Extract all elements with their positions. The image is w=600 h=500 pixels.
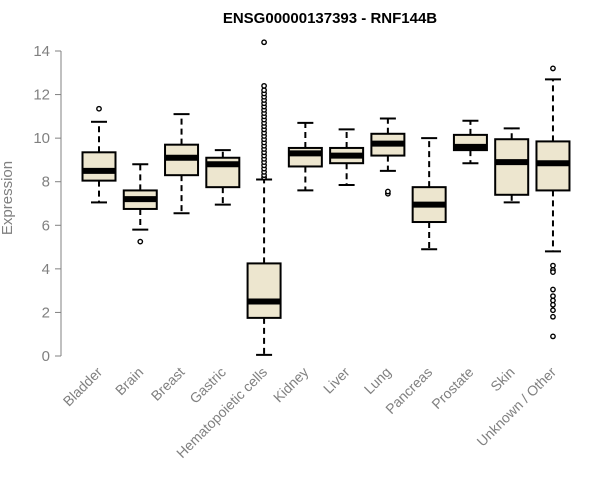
- box-group: [452, 119, 488, 165]
- x-category-label: Brain: [112, 364, 146, 398]
- outlier-point: [550, 269, 556, 276]
- outlier-point: [96, 105, 102, 112]
- box-group: [81, 105, 117, 204]
- outlier-point: [550, 313, 556, 320]
- box-group: [287, 121, 323, 192]
- box-group: [370, 117, 406, 197]
- box-group: [122, 163, 158, 245]
- chart-title: ENSG00000137393 - RNF144B: [223, 10, 437, 27]
- y-axis: 0 2 4 6 8 10 12 14: [33, 43, 62, 365]
- x-category-label: Prostate: [428, 364, 476, 412]
- y-tick-label: 0: [42, 348, 50, 365]
- y-axis-label: Expression: [0, 161, 16, 235]
- outlier-point: [261, 39, 267, 46]
- y-tick-label: 12: [33, 87, 50, 104]
- y-tick-label: 6: [42, 217, 50, 234]
- outlier-point: [550, 286, 556, 293]
- box-group: [494, 127, 530, 204]
- outlier-point: [384, 188, 391, 195]
- y-tick-label: 4: [42, 261, 50, 278]
- outlier-point: [550, 65, 556, 72]
- box-series: [81, 39, 571, 356]
- x-category-label: Skin: [487, 364, 518, 395]
- outlier-point: [550, 307, 556, 314]
- outlier-point: [550, 333, 556, 340]
- box-group: [329, 128, 365, 186]
- box-group: [411, 137, 447, 251]
- box-group: [535, 65, 571, 340]
- outlier-point: [550, 301, 556, 308]
- outlier-point: [261, 82, 267, 89]
- box-group: [246, 39, 282, 356]
- iqr-box: [246, 262, 282, 319]
- y-tick-label: 10: [33, 130, 50, 147]
- x-category-label: Breast: [148, 364, 188, 404]
- box-group: [205, 149, 241, 206]
- x-category-label: Kidney: [270, 364, 312, 406]
- iqr-box: [494, 138, 530, 196]
- iqr-box: [81, 151, 117, 182]
- x-category-label: Lung: [361, 364, 394, 397]
- y-tick-label: 14: [33, 43, 50, 60]
- y-tick-label: 8: [42, 174, 50, 191]
- x-category-label: Liver: [320, 364, 353, 397]
- y-tick-label: 2: [42, 304, 50, 321]
- box-group: [164, 113, 200, 215]
- outlier-point: [137, 238, 144, 245]
- x-category-label: Bladder: [60, 364, 106, 410]
